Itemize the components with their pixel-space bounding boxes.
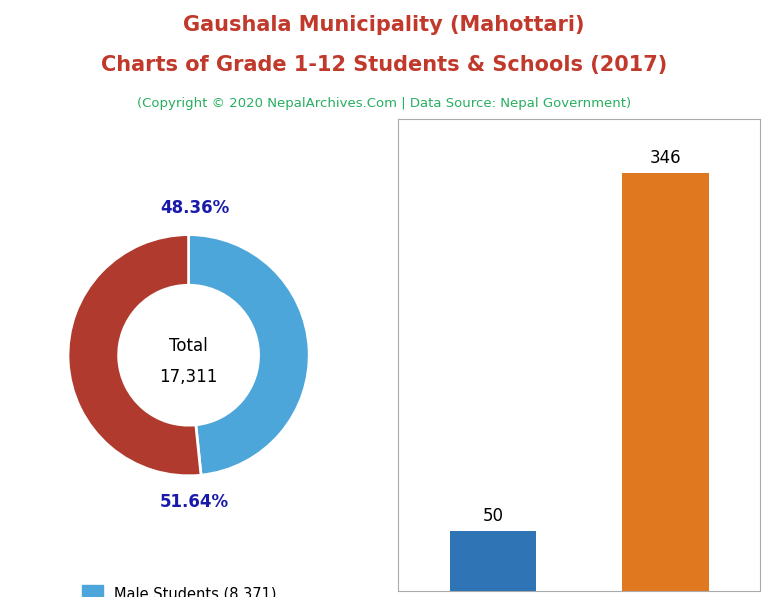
Wedge shape xyxy=(189,235,310,475)
Text: 17,311: 17,311 xyxy=(160,368,218,386)
Text: 48.36%: 48.36% xyxy=(160,199,230,217)
Text: Gaushala Municipality (Mahottari): Gaushala Municipality (Mahottari) xyxy=(184,15,584,35)
Legend: Male Students (8,371), Female Students (8,940): Male Students (8,371), Female Students (… xyxy=(82,585,295,597)
Bar xyxy=(450,531,536,591)
Bar xyxy=(623,173,709,591)
Text: 51.64%: 51.64% xyxy=(160,493,229,512)
Text: (Copyright © 2020 NepalArchives.Com | Data Source: Nepal Government): (Copyright © 2020 NepalArchives.Com | Da… xyxy=(137,97,631,110)
Text: 50: 50 xyxy=(483,506,504,525)
Text: Charts of Grade 1-12 Students & Schools (2017): Charts of Grade 1-12 Students & Schools … xyxy=(101,55,667,75)
Wedge shape xyxy=(68,235,201,476)
Text: 346: 346 xyxy=(650,149,681,167)
Text: Total: Total xyxy=(169,337,208,355)
